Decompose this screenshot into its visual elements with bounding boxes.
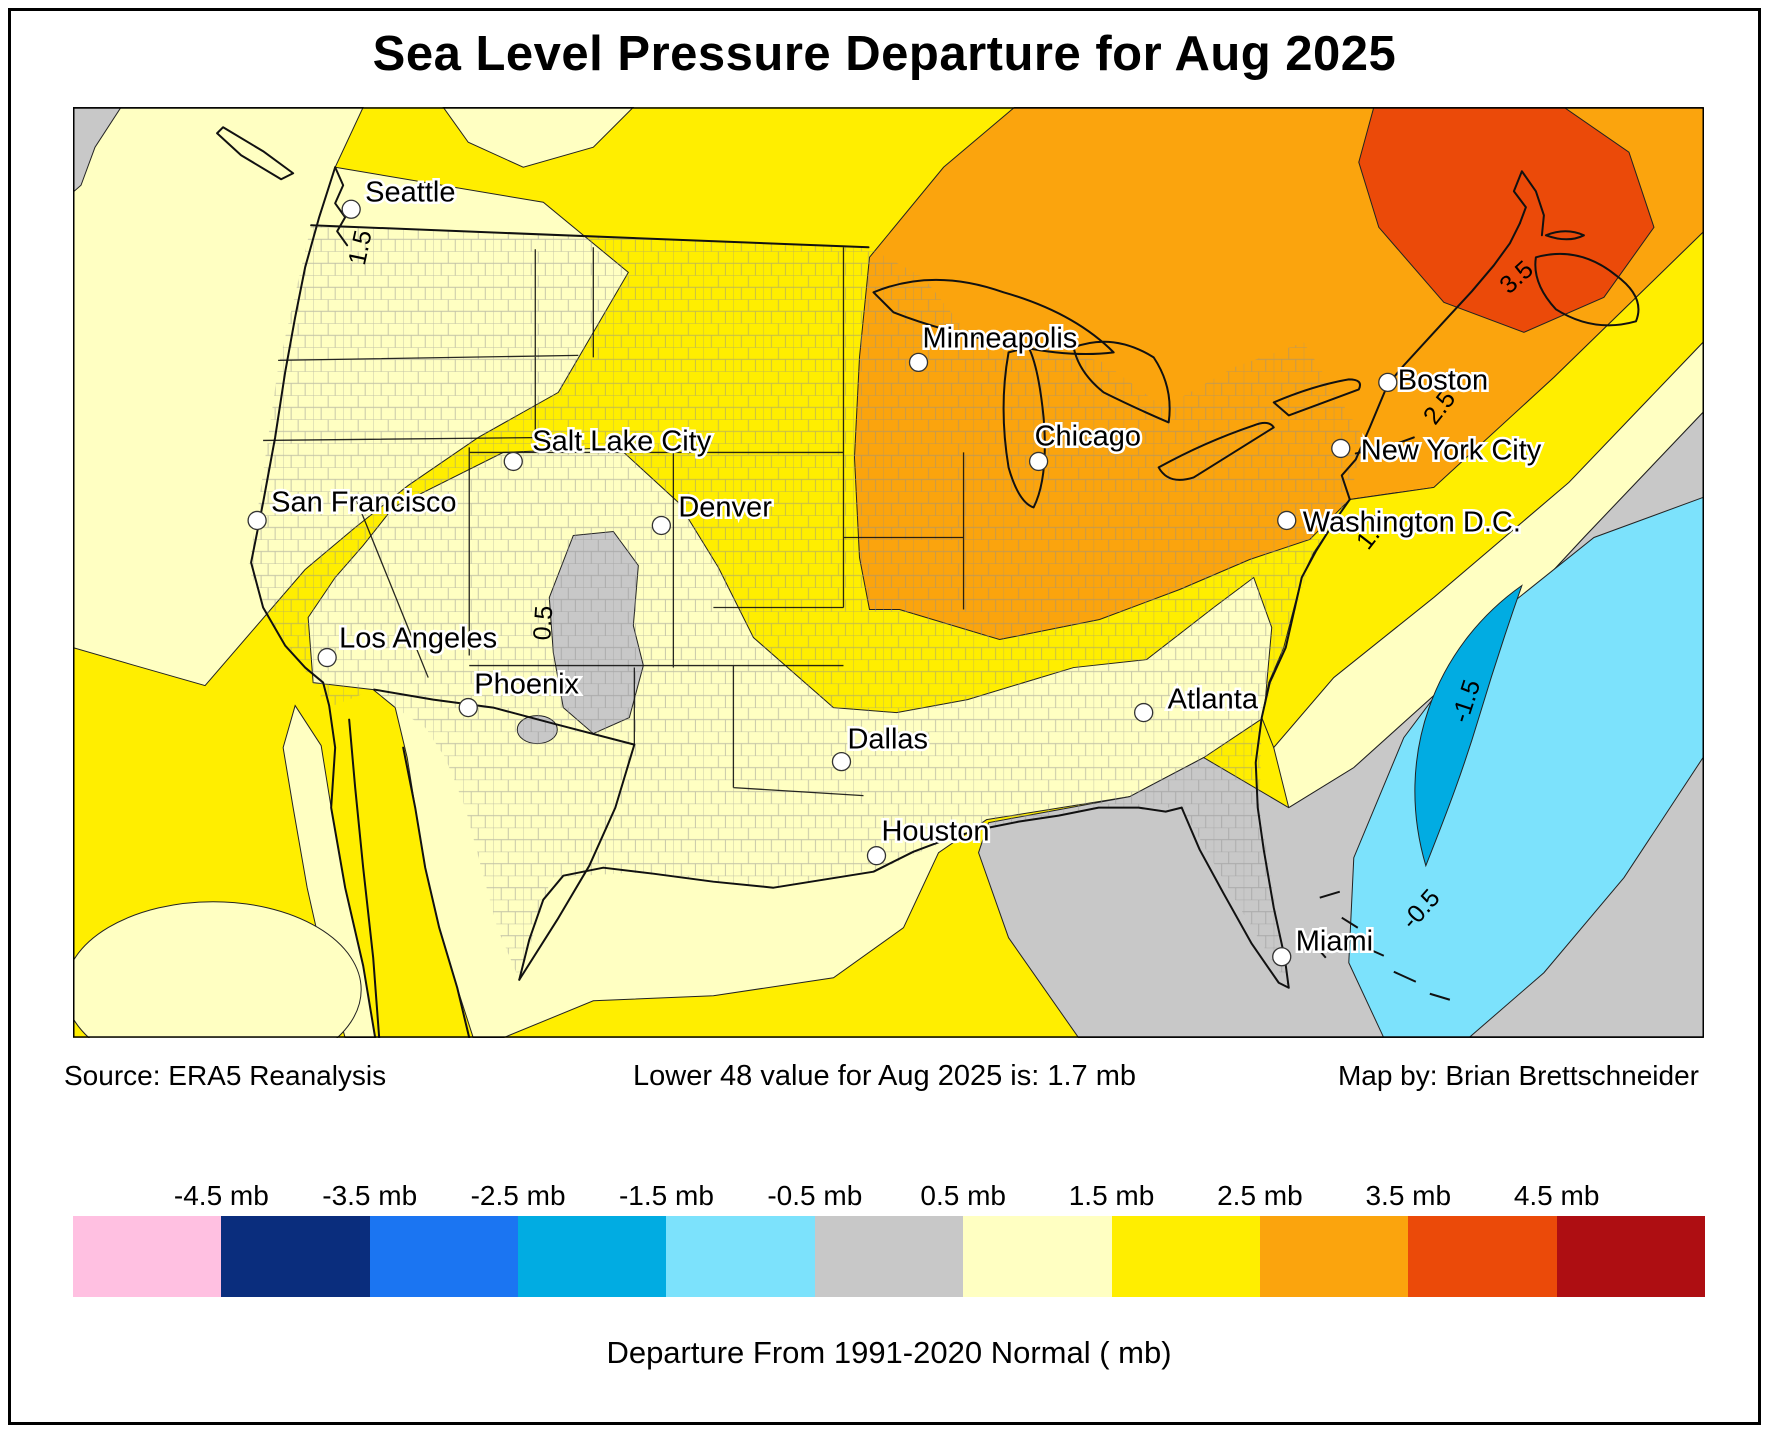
legend-swatch <box>1259 1216 1409 1297</box>
city-marker <box>831 751 852 772</box>
city-marker <box>458 697 478 718</box>
region-northwest-corner-gray <box>73 107 122 193</box>
city-marker <box>1028 451 1049 472</box>
city-marker <box>1277 510 1297 531</box>
legend-swatch <box>369 1216 519 1297</box>
city-marker <box>1331 438 1351 459</box>
legend-swatch <box>814 1216 964 1297</box>
city-marker <box>503 451 523 472</box>
city-label: Denver <box>678 491 772 523</box>
city-label: Dallas <box>847 724 928 756</box>
region-atlantic-blue-core <box>1414 584 1523 868</box>
city-label: Phoenix <box>474 669 579 701</box>
legend-swatch <box>1408 1216 1557 1297</box>
legend-tick-label: -0.5 mb <box>767 1180 863 1211</box>
legend-swatch <box>73 1216 222 1297</box>
city-label: Atlanta <box>1168 684 1259 716</box>
region-bc-pale-finger <box>442 107 635 168</box>
city-label: Minneapolis <box>923 322 1078 354</box>
page-title: Sea Level Pressure Departure for Aug 202… <box>372 27 1397 81</box>
city-marker <box>1272 947 1292 967</box>
pressure-departure-map: 1.5 0.5 2.5 1.5 3.5 -1.5 -0.5 Seattle San Franc… <box>73 107 1704 1038</box>
city-label: Los Angeles <box>339 623 497 655</box>
legend-swatch <box>1111 1216 1260 1297</box>
city-marker <box>908 352 929 373</box>
city-label: Chicago <box>1035 420 1141 452</box>
legend-ticks: -4.5 mb -3.5 mb -2.5 mb -1.5 mb -0.5 mb 0.5 m… <box>73 1180 1705 1216</box>
legend-tick-label: -3.5 mb <box>322 1180 418 1211</box>
city-label: New York City <box>1361 434 1542 466</box>
great-lakes-outlines <box>872 278 1362 509</box>
city-label: Washington D.C. <box>1303 506 1521 538</box>
city-label: San Francisco <box>271 486 456 518</box>
legend-swatch <box>1556 1216 1705 1297</box>
city-marker <box>341 199 361 219</box>
city-label: Boston <box>1398 364 1488 396</box>
legend-tick-label: 1.5 mb <box>1068 1180 1155 1211</box>
legend-tick-label: 2.5 mb <box>1217 1180 1303 1211</box>
legend-swatch <box>221 1216 370 1297</box>
city-marker <box>651 515 672 536</box>
legend: -4.5 mb -3.5 mb -2.5 mb -1.5 mb -0.5 mb 0.5 m… <box>73 1180 1705 1371</box>
legend-caption: Departure From 1991-2020 Normal ( mb) <box>606 1335 1172 1370</box>
legend-tick-label: -4.5 mb <box>173 1180 269 1211</box>
legend-tick-label: 3.5 mb <box>1365 1180 1452 1211</box>
legend-swatch <box>666 1216 815 1297</box>
city-marker <box>1134 702 1154 723</box>
outer-frame <box>8 8 1761 1425</box>
contour-value-label: 0.5 <box>528 605 558 642</box>
legend-swatch <box>518 1216 667 1297</box>
legend-tick-label: 4.5 mb <box>1513 1180 1600 1211</box>
coastlines <box>216 126 1640 1038</box>
city-markers: Seattle San Francisco Los Angeles Phoenix Sa… <box>247 174 1544 967</box>
city-label: Salt Lake City <box>532 425 711 457</box>
city-marker <box>1378 372 1398 393</box>
city-marker <box>317 647 337 668</box>
legend-tick-label: 0.5 mb <box>920 1180 1006 1211</box>
bahamas-islands <box>1313 890 1451 1001</box>
legend-tick-label: -1.5 mb <box>618 1180 714 1211</box>
legend-bar <box>73 1216 1705 1297</box>
city-label: Houston <box>881 816 989 848</box>
map-credit: Map by: Brian Brettschneider <box>1337 1060 1699 1091</box>
legend-swatch <box>963 1216 1112 1297</box>
city-marker <box>247 510 267 531</box>
city-label: Seattle <box>365 176 455 208</box>
region-pacific-blob-pale <box>73 901 362 1038</box>
map-border <box>73 107 1704 1038</box>
city-marker <box>866 846 887 866</box>
state-boundaries <box>263 247 965 797</box>
source-note: Source: ERA5 Reanalysis <box>64 1060 387 1091</box>
legend-tick-label: -2.5 mb <box>470 1180 566 1211</box>
lower48-value: Lower 48 value for Aug 2025 is: 1.7 mb <box>633 1060 1136 1092</box>
city-label: Miami <box>1296 926 1373 958</box>
